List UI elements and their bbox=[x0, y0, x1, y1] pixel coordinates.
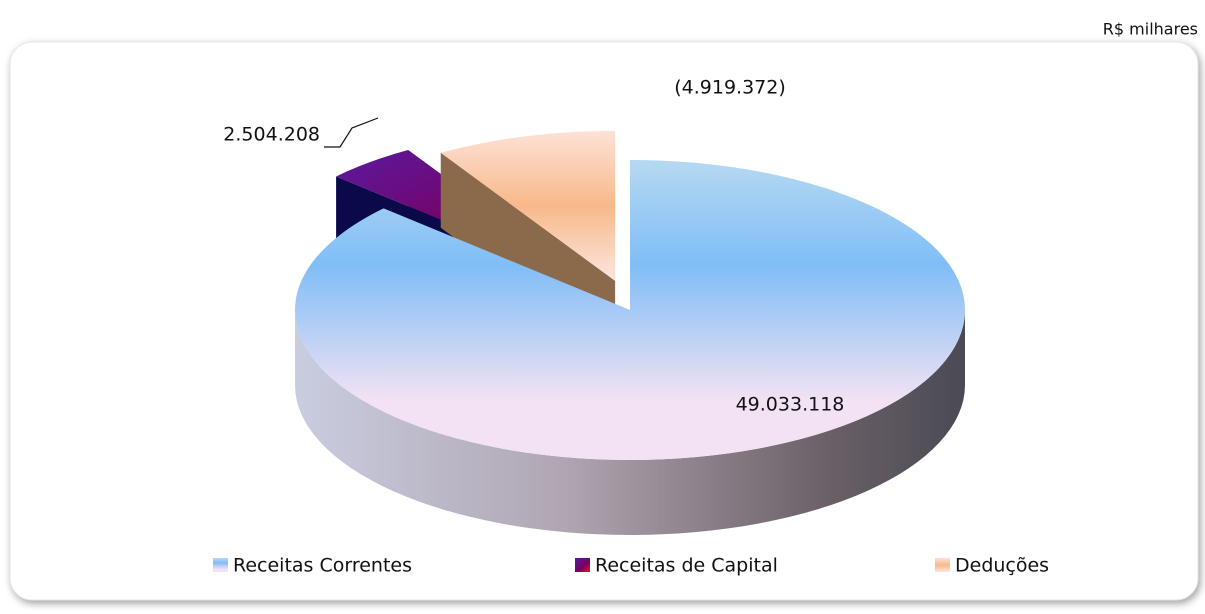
legend-label: Receitas Correntes bbox=[233, 555, 412, 577]
data-label: (4.919.372) bbox=[674, 77, 786, 99]
subtitle: R$ milhares bbox=[1103, 20, 1198, 39]
slice-side bbox=[295, 310, 965, 535]
pie: 49.033.118 2.504.208 (4.919.372) bbox=[223, 77, 965, 535]
slice bbox=[440, 130, 616, 281]
legend-swatch bbox=[935, 558, 950, 572]
leader-line bbox=[324, 117, 379, 148]
legend-label: Deduções bbox=[955, 555, 1049, 577]
legend: Receitas Correntes Receitas de Capital Ded… bbox=[213, 555, 1049, 577]
legend-swatch bbox=[575, 558, 590, 572]
data-label: 2.504.208 bbox=[223, 124, 320, 146]
legend-label: Receitas de Capital bbox=[595, 555, 778, 577]
data-label: 49.033.118 bbox=[736, 394, 845, 416]
legend-swatch bbox=[213, 558, 228, 572]
slice bbox=[294, 160, 965, 461]
